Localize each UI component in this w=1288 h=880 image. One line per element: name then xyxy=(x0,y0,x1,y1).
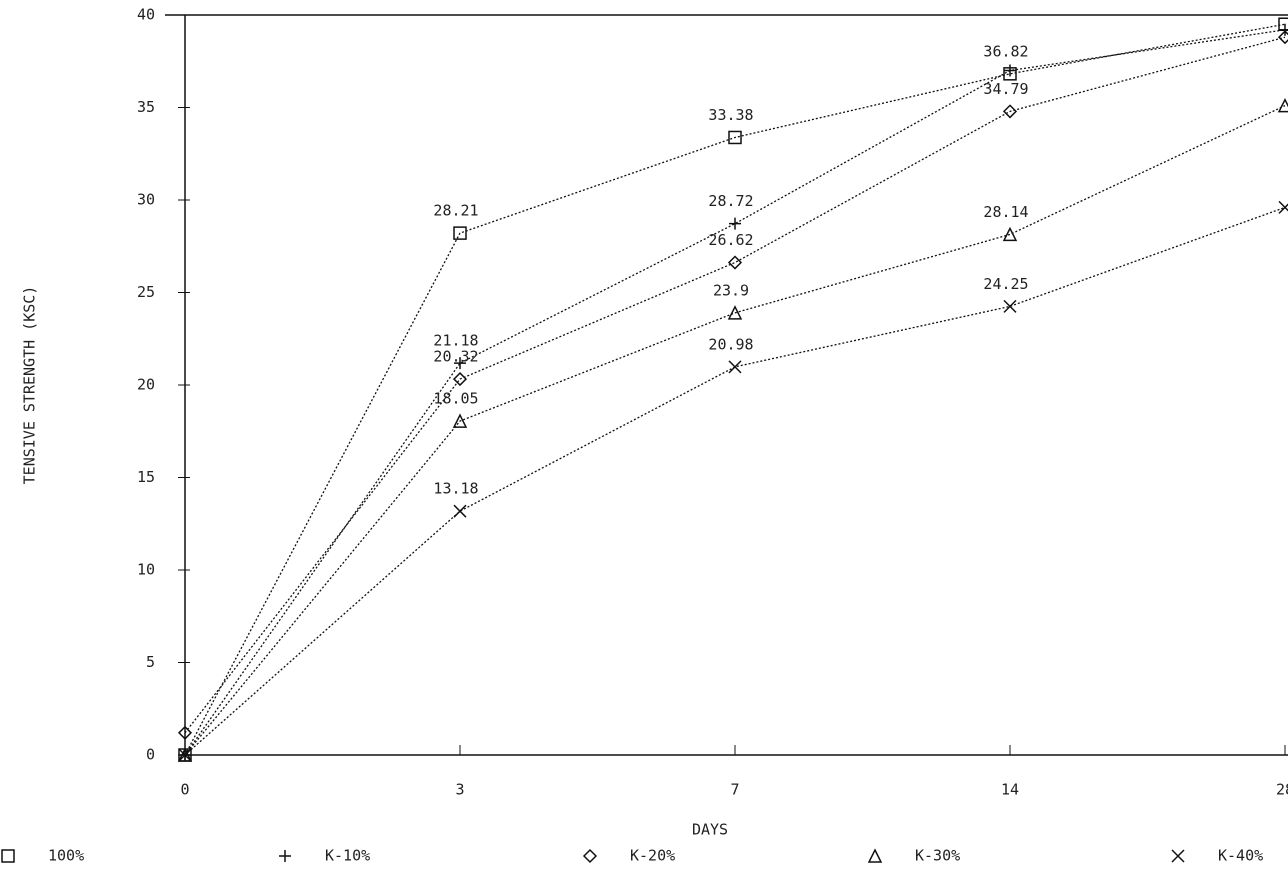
legend-label: K-20% xyxy=(630,847,675,865)
data-label: 20.32 xyxy=(433,348,478,366)
y-tick-label: 30 xyxy=(137,191,155,209)
x-axis-title: DAYS xyxy=(692,821,728,839)
legend-marker xyxy=(1,849,15,863)
data-label: 26.62 xyxy=(708,231,753,249)
legend-label: K-30% xyxy=(915,847,960,865)
y-tick-label: 20 xyxy=(137,376,155,394)
data-point xyxy=(454,357,466,370)
legend-marker xyxy=(279,850,291,862)
data-point xyxy=(727,305,743,320)
legend-label: K-10% xyxy=(325,847,370,865)
data-point xyxy=(728,130,742,145)
y-tick-label: 25 xyxy=(137,283,155,301)
data-point xyxy=(1003,299,1017,313)
x-tick-label: 28 xyxy=(1276,781,1288,799)
data-label: 34.79 xyxy=(983,80,1028,98)
data-point xyxy=(177,725,193,740)
y-tick-label: 15 xyxy=(137,468,155,486)
data-point xyxy=(1002,226,1018,242)
data-point xyxy=(1278,200,1288,214)
x-tick-label: 14 xyxy=(1001,781,1019,799)
y-tick-label: 10 xyxy=(137,561,155,579)
legend-label: 100% xyxy=(48,847,84,865)
legend-marker xyxy=(582,848,598,864)
data-label: 18.05 xyxy=(433,390,478,408)
y-tick-label: 40 xyxy=(137,6,155,24)
data-point xyxy=(177,747,193,762)
data-point xyxy=(452,413,468,428)
series-line xyxy=(184,29,1286,756)
y-axis-title: TENSIVE STRENGTH (KSC) xyxy=(21,286,39,485)
data-point xyxy=(453,504,467,518)
data-point xyxy=(453,226,467,240)
data-point xyxy=(1279,23,1288,36)
data-label: 20.98 xyxy=(708,335,753,353)
series-line xyxy=(184,105,1286,756)
series-line xyxy=(184,36,1286,734)
data-point xyxy=(1002,104,1018,119)
x-tick-label: 7 xyxy=(730,781,739,799)
data-label: 36.82 xyxy=(983,42,1028,60)
data-point xyxy=(1004,64,1016,77)
y-tick-label: 5 xyxy=(146,653,155,671)
series-line xyxy=(184,23,1286,756)
series-line xyxy=(184,206,1286,756)
data-label: 33.38 xyxy=(708,106,753,124)
data-label: 28.14 xyxy=(983,203,1028,221)
data-point xyxy=(729,217,741,230)
legend-label: K-40% xyxy=(1218,847,1263,865)
y-tick-label: 0 xyxy=(146,746,155,764)
data-point xyxy=(1277,30,1288,45)
data-label: 24.25 xyxy=(983,275,1028,293)
data-label: 23.9 xyxy=(713,281,749,299)
data-label: 28.21 xyxy=(433,202,478,220)
data-point xyxy=(452,372,468,387)
data-label: 21.18 xyxy=(433,332,478,350)
x-tick-label: 3 xyxy=(455,781,464,799)
data-label: 13.18 xyxy=(433,480,478,498)
data-point xyxy=(728,360,742,374)
data-point xyxy=(178,748,192,762)
legend-marker xyxy=(867,848,883,863)
x-tick-label: 0 xyxy=(180,781,189,799)
data-point xyxy=(1277,97,1288,113)
data-point xyxy=(727,255,743,270)
y-tick-label: 35 xyxy=(137,98,155,116)
legend-marker xyxy=(1171,849,1185,863)
data-label: 28.72 xyxy=(708,192,753,210)
